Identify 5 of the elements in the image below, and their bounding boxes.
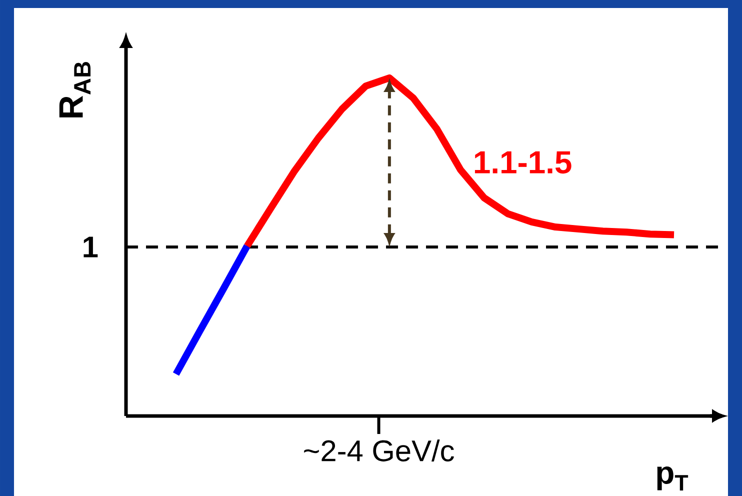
x-axis-title: p$_{T}$ [657,466,688,490]
y-axis-title: R$_{AB}$ [59,62,90,118]
annotation: 1.1-1.5 [474,151,572,174]
text: ~2-4 GeV/c [304,440,454,462]
ref-line-label: 1 [84,236,98,258]
